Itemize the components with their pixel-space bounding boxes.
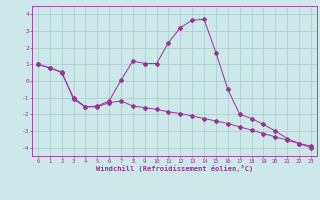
X-axis label: Windchill (Refroidissement éolien,°C): Windchill (Refroidissement éolien,°C): [96, 165, 253, 172]
